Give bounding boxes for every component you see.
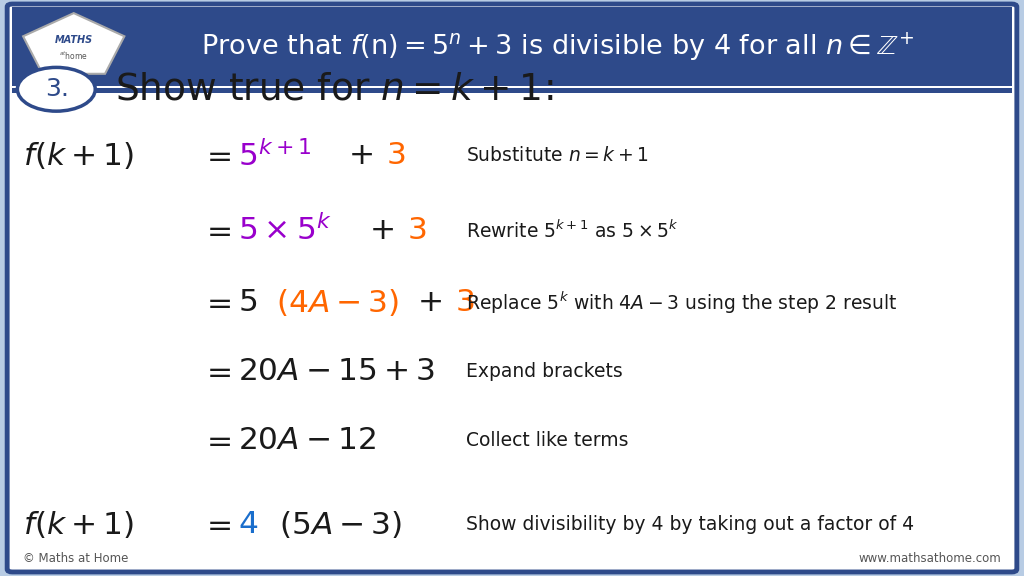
Text: $=$: $=$ [200,510,230,539]
Text: $20A - 12$: $20A - 12$ [238,426,376,455]
Text: $=$: $=$ [200,216,230,245]
Text: $(4A - 3)$: $(4A - 3)$ [276,287,399,318]
Text: $+$: $+$ [369,216,393,245]
Text: $=$: $=$ [200,288,230,317]
Text: $f(k+1)$: $f(k+1)$ [23,509,133,540]
Polygon shape [24,13,124,74]
Circle shape [17,67,95,111]
Text: Show true for $n = k + 1\!:$: Show true for $n = k + 1\!:$ [115,71,553,107]
Text: $=$: $=$ [200,357,230,386]
Text: Rewrite $5^{k+1}$ as $5 \times 5^{k}$: Rewrite $5^{k+1}$ as $5 \times 5^{k}$ [466,219,679,241]
Text: $5 \times 5^{k}$: $5 \times 5^{k}$ [238,214,332,247]
Text: $3$: $3$ [455,288,474,317]
Text: $(5A - 3)$: $(5A - 3)$ [279,509,401,540]
Text: MATHS: MATHS [54,35,93,45]
Text: $3$: $3$ [386,141,406,170]
Text: Replace $5^{k}$ with $4A - 3$ using the step 2 result: Replace $5^{k}$ with $4A - 3$ using the … [466,289,897,316]
Text: $+$: $+$ [348,141,373,170]
Text: $f(k+1)$: $f(k+1)$ [23,140,133,171]
Text: $4$: $4$ [238,510,258,539]
Text: $=$: $=$ [200,141,230,170]
Text: Prove that $f(\mathrm{n}) = 5^{n} + 3$ is divisible by 4 for all $n \in \mathbb{: Prove that $f(\mathrm{n}) = 5^{n} + 3$ i… [202,31,914,63]
FancyBboxPatch shape [12,88,1012,93]
FancyBboxPatch shape [12,7,1012,86]
Text: $3.$: $3.$ [45,77,68,101]
Text: www.mathsathome.com: www.mathsathome.com [859,552,1001,565]
Text: $=$: $=$ [200,426,230,455]
Text: $5^{k+1}$: $5^{k+1}$ [238,139,311,172]
Text: $3$: $3$ [407,216,426,245]
Text: Expand brackets: Expand brackets [466,362,623,381]
Text: $+$: $+$ [417,288,441,317]
Text: $20A - 15 + 3$: $20A - 15 + 3$ [238,357,434,386]
Text: © Maths at Home: © Maths at Home [23,552,128,565]
FancyBboxPatch shape [7,4,1017,572]
Text: $5$: $5$ [238,288,257,317]
Text: Show divisibility by 4 by taking out a factor of 4: Show divisibility by 4 by taking out a f… [466,515,914,533]
Text: Collect like terms: Collect like terms [466,431,629,450]
Text: $^{at}$home: $^{at}$home [59,50,88,62]
Text: Substitute $n = k + 1$: Substitute $n = k + 1$ [466,146,649,165]
